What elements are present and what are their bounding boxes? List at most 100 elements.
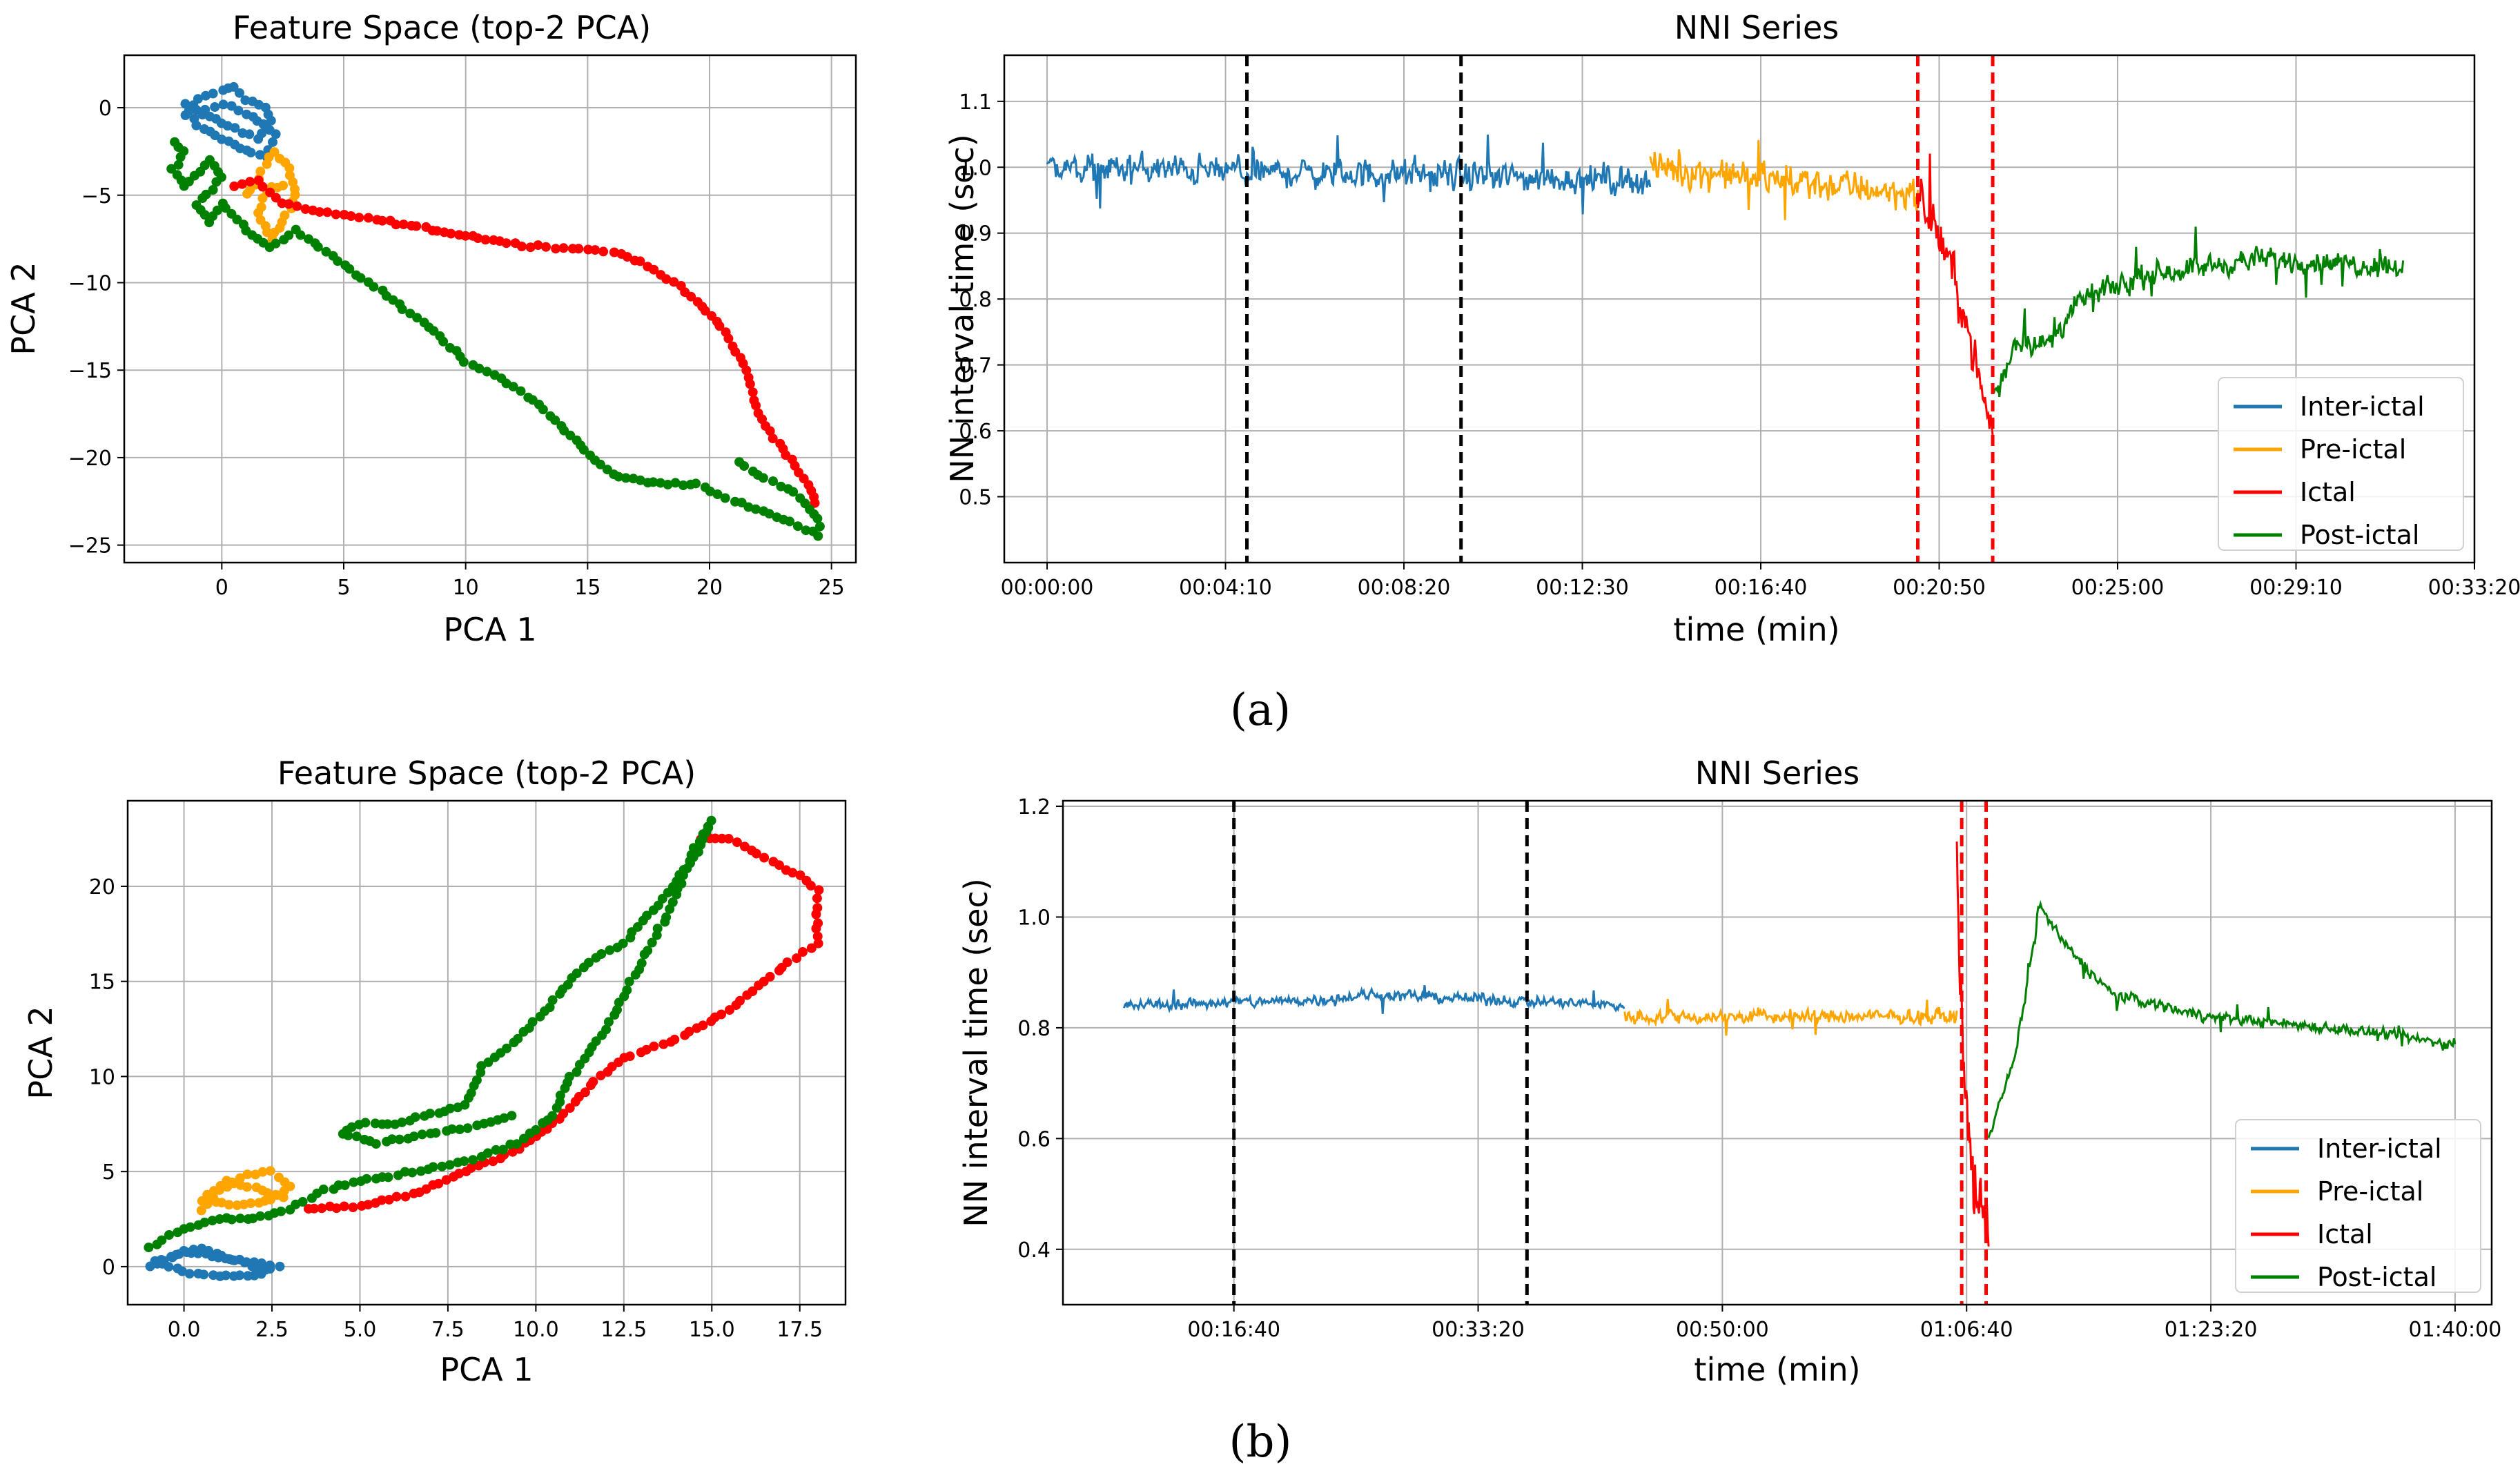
chart-a-pca-point [614,471,624,482]
chart-a-pca-point [670,478,681,488]
chart-a-pca-ytick-label: −5 [81,184,112,208]
chart-a-pca-point [480,235,491,245]
chart-a-pca-point [765,426,775,436]
chart-a-nni-xtick-label: 00:16:40 [1715,576,1808,600]
chart-a-pca-point [482,367,492,377]
chart-b-pca-point [624,977,634,986]
chart-a-pca-point [204,111,215,121]
chart-b-pca-point [476,1067,486,1078]
chart-a-pca-point [228,81,239,92]
chart-a-pca-point [446,228,456,239]
chart-b-pca-point [255,1211,265,1221]
chart-b-pca-point [235,1214,245,1224]
chart-b-pca-point [667,897,678,907]
chart-b-pca-point [242,1169,253,1180]
chart-a-pca-xtick-label: 15 [574,576,600,600]
chart-b-pca-point [489,1052,500,1062]
chart-a-pca-point [438,336,449,347]
chart-b-nni-series-interictal [1123,985,1625,1014]
chart-a-pca-point [720,493,730,503]
chart-b-pca-point [765,971,775,982]
chart-a-pca-point [201,90,211,101]
chart-a-pca-point [271,238,281,249]
chart-a-pca-point [292,201,302,211]
chart-b-pca-point [511,1139,522,1149]
chart-b-pca-xtick-label: 12.5 [600,1318,647,1342]
chart-b-pca-point [434,1108,445,1118]
chart-b-nni-ylabel: NN interval time (sec) [957,878,995,1227]
chart-a-feature-space: Feature Space (top-2 PCA) 0 5 10 15 20 25 0 −5 −… [5,9,857,648]
chart-b-pca-series-postictal [144,815,716,1253]
chart-a-pca-point [218,99,228,110]
chart-b-pca-point [647,937,657,948]
chart-b-pca-point [499,1113,509,1123]
chart-a-pca-point [743,502,754,512]
chart-b-pca-point [445,1160,455,1170]
chart-b-pca-point [507,1111,517,1121]
chart-b-pca-point [547,1111,558,1121]
chart-b-pca-point [591,1036,601,1046]
chart-a-pca-point [538,405,548,415]
chart-a-pca-xtick-label: 10 [453,576,479,600]
chart-a-pca-point [322,207,333,217]
chart-a-feature-space-frame [123,54,857,564]
chart-a-pca-point [212,205,222,215]
chart-a-pca-point [525,242,536,253]
chart-a-nni-xtick-label: 00:25:00 [2071,576,2165,600]
chart-a-pca-ytick-label: −20 [68,447,112,471]
chart-b-pca-point [349,1177,359,1187]
chart-b-pca-point [782,957,792,967]
chart-b-pca-point [275,1261,285,1272]
chart-a-pca-point [533,240,543,251]
chart-b-pca-point [625,1051,635,1062]
chart-b-pca-point [649,1041,659,1051]
chart-a-pca-point [313,242,323,252]
chart-b-pca-point [580,1087,590,1098]
chart-b-pca-point [262,1188,273,1198]
chart-a-pca-point [750,504,761,514]
chart-b-pca-point [535,1011,545,1022]
chart-b-pca-point [156,1255,166,1265]
chart-b-feature-space-xlabel: PCA 1 [440,1351,533,1388]
chart-b-pca-point [228,1271,239,1281]
chart-b-pca-point [157,1235,167,1245]
chart-b-pca-point [377,1195,387,1205]
chart-b-pca-point [196,1205,206,1216]
chart-b-nni-ytick-label: 0.4 [1017,1238,1051,1263]
chart-a-pca-point [714,321,725,331]
chart-a-pca-point [655,478,665,488]
chart-b-pca-point [343,1130,353,1140]
chart-b-nni-legend-label: Pre-ictal [2317,1176,2423,1207]
chart-b-pca-ytick-label: 0 [102,1256,115,1280]
chart-b-pca-point [387,1134,397,1145]
chart-b-pca-point [235,1173,245,1183]
chart-b-pca-point [348,1202,358,1212]
chart-a-pca-point [516,242,527,251]
chart-b-nni-series-preictal [1623,999,1958,1036]
chart-b-pca-point [798,947,808,957]
chart-a-pca-point [748,387,758,398]
chart-a-nni-ytick-label: 0.9 [959,222,992,246]
chart-b-nni-title: NNI Series [1695,754,1859,792]
chart-a-nni-xtick-label: 00:04:10 [1179,576,1272,600]
chart-a-nni-series-postictal [1992,226,2405,398]
chart-a-pca-point [344,264,355,274]
chart-a-pca-point [256,202,266,213]
chart-b-pca-point [795,870,805,880]
chart-b-pca-point [362,1174,372,1184]
chart-b-pca-point [309,1203,320,1214]
chart-b-pca-point [482,1148,493,1158]
chart-a-pca-point [783,484,793,494]
chart-a-pca-point [550,415,560,425]
chart-a-pca-series-postictal [166,137,825,541]
chart-b-pca-point [636,958,647,968]
chart-a-pca-point [595,459,605,469]
chart-a-pca-point [764,509,774,519]
chart-b-pca-point [466,1163,476,1173]
chart-b-pca-point [260,1265,271,1275]
chart-b-pca-ytick-label: 20 [89,875,115,899]
chart-b-pca-point [498,1145,508,1155]
chart-a-pca-point [193,94,203,104]
chart-b-pca-point [173,1263,183,1274]
chart-a-pca-point [748,466,758,476]
